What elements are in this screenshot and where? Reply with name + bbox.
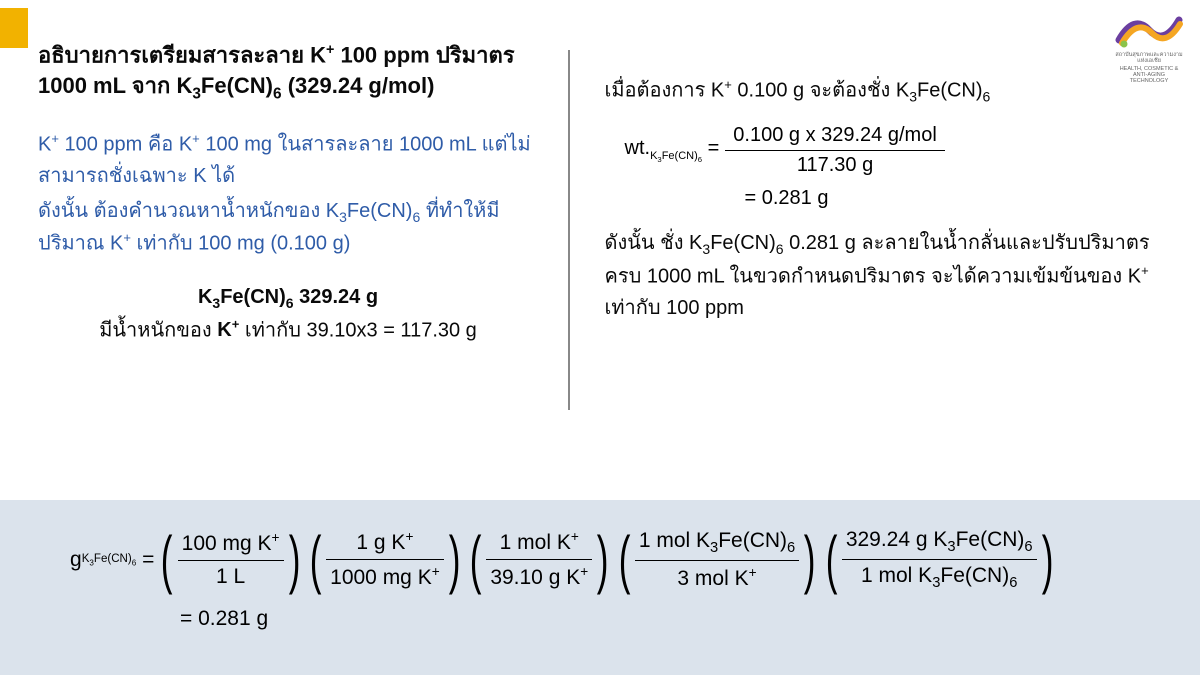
right-line-1: เมื่อต้องการ K+ 0.100 g จะต้องชั่ง K3Fe(…	[605, 75, 1181, 108]
dim-lhs: gK3Fe(CN)6 =	[70, 548, 154, 572]
eq-numerator: 0.100 g x 329.24 g/mol	[725, 124, 944, 151]
dim-factor: (1 g K+1000 mg K+)	[305, 529, 465, 590]
dim-factor: (100 mg K+1 L)	[156, 530, 304, 589]
accent-block	[0, 8, 28, 48]
explanation-2: ดังนั้น ต้องคำนวณหาน้ำหนักของ K3Fe(CN)6 …	[38, 196, 538, 260]
dim-factors: (100 mg K+1 L)(1 g K+1000 mg K+)(1 mol K…	[156, 528, 1058, 591]
dim-factor: (1 mol K+39.10 g K+)	[465, 529, 614, 590]
right-column: เมื่อต้องการ K+ 0.100 g จะต้องชั่ง K3Fe(…	[570, 40, 1181, 410]
eq-result: = 0.281 g	[745, 187, 1181, 210]
conclusion: ดังนั้น ชั่ง K3Fe(CN)6 0.281 g ละลายในน้…	[605, 228, 1181, 323]
main-content: อธิบายการเตรียมสารละลาย K+ 100 ppm ปริมา…	[38, 40, 1180, 410]
weight-equation: wt.K3Fe(CN)6 = 0.100 g x 329.24 g/mol 11…	[625, 124, 1181, 177]
dim-factor: (329.24 g K3Fe(CN)61 mol K3Fe(CN)6)	[821, 528, 1058, 591]
dimensional-analysis-band: gK3Fe(CN)6 = (100 mg K+1 L)(1 g K+1000 m…	[0, 500, 1200, 675]
explanation-1: K+ 100 ppm คือ K+ 100 mg ในสารละลาย 1000…	[38, 129, 538, 192]
dimensional-equation: gK3Fe(CN)6 = (100 mg K+1 L)(1 g K+1000 m…	[70, 528, 1130, 591]
eq-lhs: wt.K3Fe(CN)6 =	[625, 137, 720, 164]
dim-factor: (1 mol K3Fe(CN)63 mol K+)	[614, 529, 821, 591]
left-column: อธิบายการเตรียมสารละลาย K+ 100 ppm ปริมา…	[38, 40, 568, 410]
eq-fraction: 0.100 g x 329.24 g/mol 117.30 g	[725, 124, 944, 177]
dim-result: = 0.281 g	[180, 607, 1130, 631]
center-facts: K3Fe(CN)6 329.24 g มีน้ำหนักของ K+ เท่าก…	[38, 282, 538, 346]
eq-denominator: 117.30 g	[725, 151, 944, 177]
problem-title: อธิบายการเตรียมสารละลาย K+ 100 ppm ปริมา…	[38, 40, 538, 105]
